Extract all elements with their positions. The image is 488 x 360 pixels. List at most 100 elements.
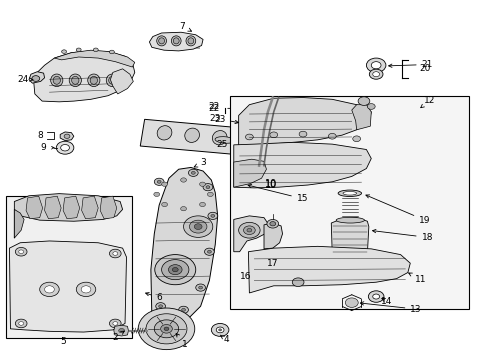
Circle shape <box>372 294 379 299</box>
Text: 18: 18 <box>372 229 432 242</box>
Bar <box>229 96 468 309</box>
Ellipse shape <box>184 128 199 143</box>
Circle shape <box>266 220 278 228</box>
Text: 12: 12 <box>420 96 435 108</box>
Ellipse shape <box>108 76 116 84</box>
Circle shape <box>216 327 224 333</box>
Polygon shape <box>233 159 266 187</box>
Text: 3: 3 <box>194 158 205 167</box>
Polygon shape <box>110 69 133 94</box>
Circle shape <box>218 329 221 331</box>
Circle shape <box>366 58 385 72</box>
Circle shape <box>172 267 178 272</box>
Circle shape <box>189 220 206 233</box>
Text: 6: 6 <box>145 293 162 302</box>
Ellipse shape <box>173 38 179 44</box>
Polygon shape <box>34 51 135 102</box>
Text: 10: 10 <box>264 179 277 189</box>
Text: 4: 4 <box>220 335 228 344</box>
Circle shape <box>357 97 369 105</box>
Ellipse shape <box>69 74 81 87</box>
Polygon shape <box>233 142 370 188</box>
Circle shape <box>257 163 264 169</box>
Circle shape <box>183 216 212 237</box>
Text: 2: 2 <box>112 331 124 342</box>
Polygon shape <box>9 241 126 332</box>
Text: 25: 25 <box>216 140 227 149</box>
Circle shape <box>207 250 211 253</box>
Polygon shape <box>29 72 44 83</box>
Polygon shape <box>14 194 122 238</box>
Circle shape <box>154 320 178 338</box>
Circle shape <box>345 298 358 307</box>
Circle shape <box>146 314 186 344</box>
Circle shape <box>245 134 253 140</box>
Circle shape <box>61 144 69 151</box>
Circle shape <box>76 48 81 51</box>
Circle shape <box>15 247 27 256</box>
Polygon shape <box>264 223 282 249</box>
Circle shape <box>195 284 205 291</box>
Circle shape <box>154 178 163 185</box>
Circle shape <box>370 62 380 69</box>
Circle shape <box>210 215 214 217</box>
Polygon shape <box>151 167 217 320</box>
Circle shape <box>163 327 168 330</box>
Text: 9: 9 <box>40 143 46 152</box>
Polygon shape <box>44 196 61 219</box>
Text: 22: 22 <box>207 102 219 111</box>
Circle shape <box>160 324 172 333</box>
Circle shape <box>203 184 212 191</box>
Circle shape <box>64 134 70 138</box>
Circle shape <box>328 134 335 139</box>
Circle shape <box>15 319 27 328</box>
Circle shape <box>204 248 214 255</box>
Ellipse shape <box>212 131 226 145</box>
Ellipse shape <box>171 36 181 46</box>
Circle shape <box>211 323 228 336</box>
Polygon shape <box>114 325 128 336</box>
Circle shape <box>109 249 121 258</box>
Text: 5: 5 <box>60 337 66 346</box>
Circle shape <box>157 180 161 183</box>
Circle shape <box>19 250 23 253</box>
Circle shape <box>238 222 260 238</box>
Text: 23: 23 <box>214 114 238 123</box>
Ellipse shape <box>51 74 63 87</box>
Text: 19: 19 <box>365 195 430 225</box>
Text: 22: 22 <box>207 104 219 113</box>
Circle shape <box>191 171 195 174</box>
Circle shape <box>198 286 202 289</box>
Circle shape <box>19 321 23 325</box>
Text: 16: 16 <box>239 272 251 281</box>
Circle shape <box>56 141 74 154</box>
Ellipse shape <box>215 137 234 143</box>
Ellipse shape <box>157 36 166 46</box>
Circle shape <box>292 278 304 287</box>
Ellipse shape <box>106 74 118 87</box>
Circle shape <box>207 212 217 220</box>
Circle shape <box>109 319 121 328</box>
Bar <box>5 196 132 338</box>
Circle shape <box>40 282 59 297</box>
Circle shape <box>93 48 98 51</box>
Circle shape <box>180 178 186 182</box>
Circle shape <box>352 136 360 141</box>
Circle shape <box>181 309 185 311</box>
Circle shape <box>372 72 379 77</box>
Circle shape <box>194 224 202 229</box>
Ellipse shape <box>87 74 100 87</box>
Ellipse shape <box>185 36 195 46</box>
Polygon shape <box>26 196 42 219</box>
Polygon shape <box>233 216 268 252</box>
Circle shape <box>368 69 382 79</box>
Circle shape <box>180 207 186 211</box>
Circle shape <box>256 162 265 169</box>
Circle shape <box>207 192 213 197</box>
Circle shape <box>61 50 66 53</box>
Circle shape <box>109 50 114 54</box>
Polygon shape <box>100 196 117 219</box>
Polygon shape <box>330 218 368 258</box>
Circle shape <box>178 306 188 314</box>
Circle shape <box>199 202 205 207</box>
